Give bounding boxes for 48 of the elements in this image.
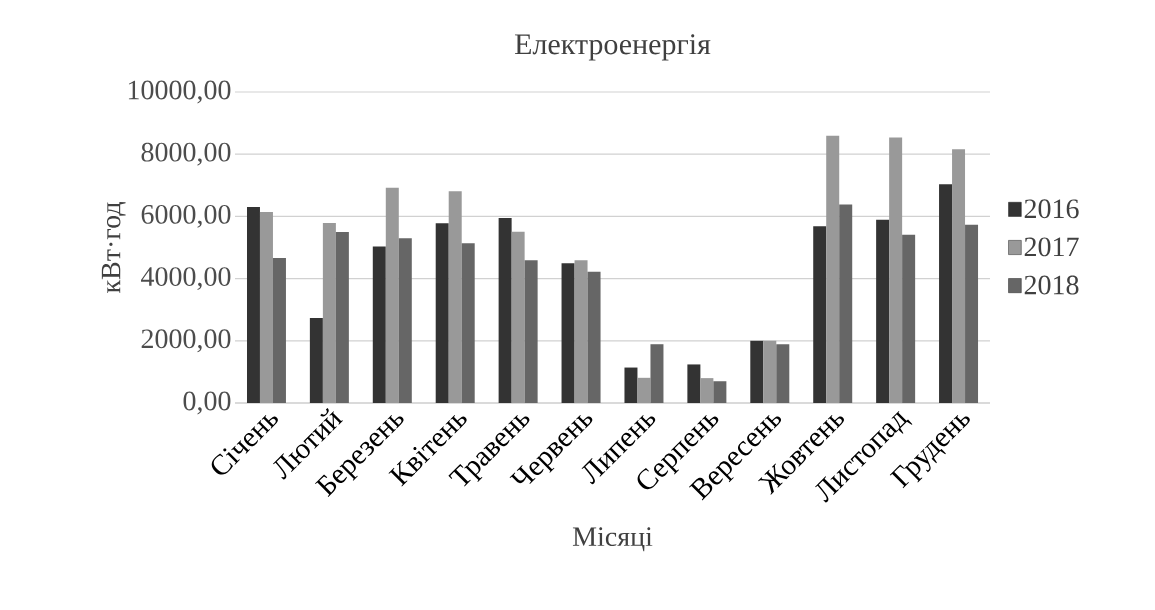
bar	[713, 381, 727, 403]
bar	[650, 344, 664, 403]
bar	[398, 238, 412, 403]
bar	[309, 318, 323, 403]
chart-title: Електроенергія	[514, 34, 711, 61]
bar	[272, 258, 286, 403]
legend-label: 2017	[1024, 237, 1079, 257]
bar	[776, 344, 790, 403]
bar	[335, 231, 349, 403]
bar	[372, 246, 386, 403]
bar	[889, 137, 903, 403]
bar	[637, 377, 651, 403]
x-axis-title: Місяці	[572, 527, 653, 552]
bar	[587, 271, 601, 403]
y-tick-label: 2000,00	[141, 329, 231, 353]
bar	[511, 231, 525, 403]
bar	[574, 260, 588, 403]
legend-label: 2016	[1024, 199, 1079, 219]
bar	[624, 367, 638, 403]
bar	[385, 187, 399, 403]
y-tick-label: 10000,00	[128, 80, 231, 104]
bar	[246, 207, 260, 403]
y-tick-label: 0,00	[183, 391, 231, 415]
bar	[687, 364, 701, 403]
bar	[259, 212, 273, 403]
bar	[839, 204, 853, 403]
bar	[826, 135, 840, 403]
bar	[750, 340, 764, 403]
y-tick-label: 4000,00	[141, 267, 231, 291]
y-axis-title: кВт·год	[101, 202, 126, 294]
bar	[763, 340, 777, 403]
y-tick-label: 6000,00	[141, 204, 231, 228]
bar	[700, 378, 714, 403]
y-tick-label: 8000,00	[141, 142, 231, 166]
bar	[448, 191, 462, 403]
bar	[876, 219, 890, 403]
bar	[435, 223, 449, 403]
bar	[524, 260, 538, 403]
legend-label: 2018	[1024, 275, 1079, 295]
bar	[461, 243, 475, 403]
bar	[322, 222, 336, 403]
bar	[965, 224, 979, 403]
bar	[561, 263, 575, 403]
bar	[939, 184, 953, 403]
bar	[813, 226, 827, 403]
bar	[952, 149, 966, 403]
bar	[902, 234, 916, 403]
bar	[498, 217, 512, 403]
